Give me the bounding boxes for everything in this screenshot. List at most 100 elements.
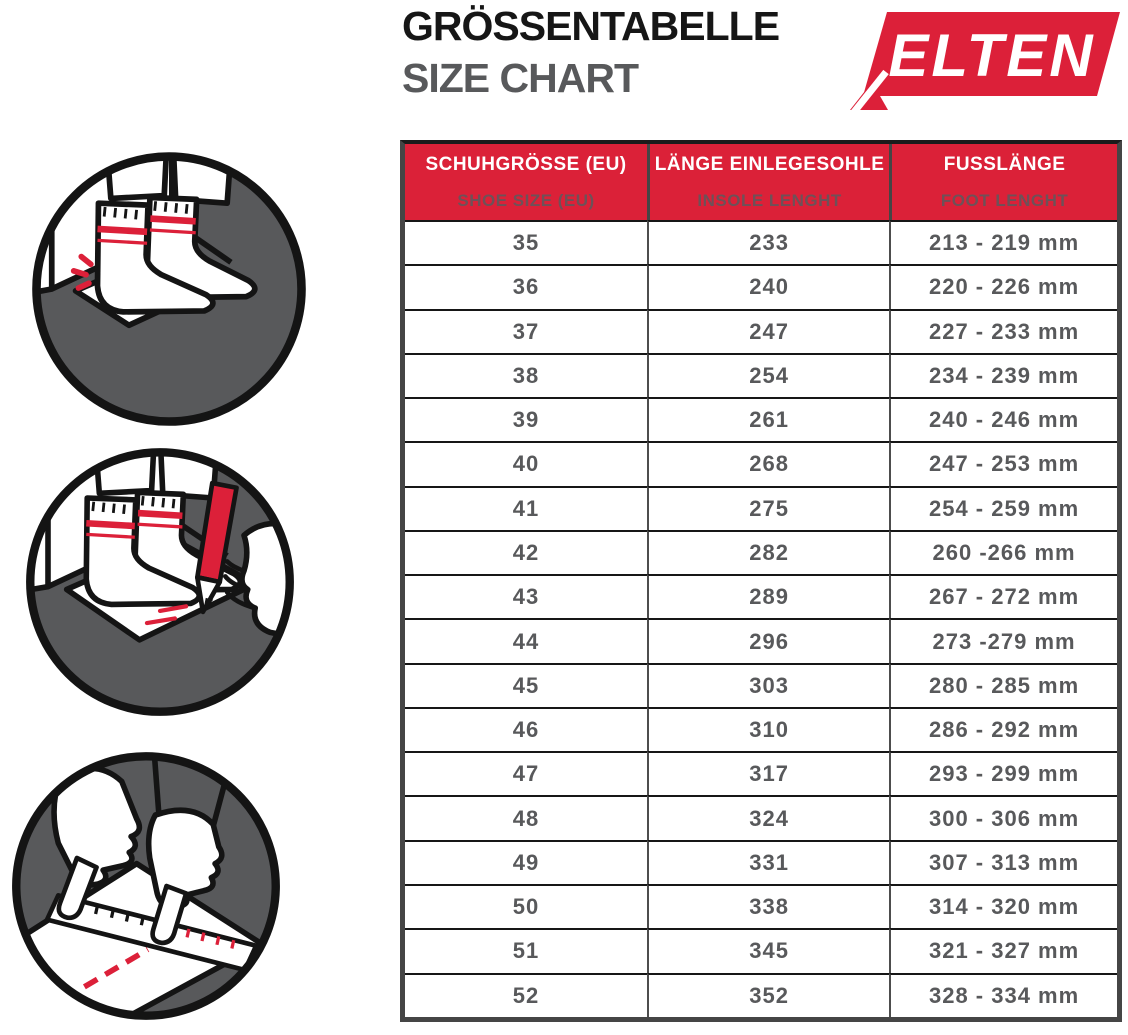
table-cell: 254 [647, 352, 890, 398]
table-cell: 261 [647, 397, 890, 442]
table-cell: 331 [647, 839, 890, 884]
table-cell: 45 [405, 662, 648, 707]
table-row: 50 338 314 - 320 mm [405, 883, 1117, 929]
table-cell: 35 [405, 220, 648, 264]
table-cell: 48 [405, 795, 648, 839]
size-table-body: 35 233 213 - 219 mm 36 240 220 - 226 mm 37 247 2… [405, 220, 1117, 1017]
elten-logo-text: ELTEN [888, 22, 1095, 89]
column-title-de: LÄNGE EINLEGESOHLE [654, 153, 885, 175]
foot-against-wall-icon [32, 152, 306, 426]
table-cell: 328 - 334 mm [889, 972, 1117, 1017]
table-cell: 293 - 299 mm [889, 751, 1117, 796]
measure-foot-length-ruler-icon [12, 752, 280, 1020]
table-cell: 37 [405, 308, 648, 353]
size-chart-table: SCHUHGRÖSSE (EU) SHOE SIZE (EU) LÄNGE EI… [400, 140, 1122, 1022]
table-cell: 49 [405, 839, 648, 884]
table-row: 35 233 213 - 219 mm [405, 220, 1117, 265]
column-title-en: INSOLE LENGHT [697, 190, 842, 210]
table-cell: 267 - 272 mm [889, 574, 1117, 619]
table-cell: 300 - 306 mm [889, 795, 1117, 840]
table-row: 43 289 267 - 272 mm [405, 574, 1117, 619]
elten-logo-graphic: ELTEN [850, 12, 1120, 112]
table-row: 49 331 307 - 313 mm [405, 839, 1117, 884]
table-cell: 282 [647, 529, 890, 575]
table-row: 45 303 280 - 285 mm [405, 662, 1117, 707]
table-cell: 254 - 259 mm [889, 485, 1117, 530]
table-cell: 50 [405, 883, 648, 928]
column-header-shoe-size: SCHUHGRÖSSE (EU) SHOE SIZE (EU) [405, 144, 648, 220]
table-cell: 43 [405, 574, 648, 618]
column-title-en: FOOT LENGHT [940, 190, 1069, 210]
header-row: SCHUHGRÖSSE (EU) SHOE SIZE (EU) LÄNGE EI… [405, 144, 1117, 220]
table-row: 52 352 328 - 334 mm [405, 972, 1117, 1017]
table-cell: 324 [647, 795, 890, 840]
size-table-header: SCHUHGRÖSSE (EU) SHOE SIZE (EU) LÄNGE EI… [405, 144, 1117, 220]
table-row: 42 282 260 -266 mm [405, 529, 1117, 575]
table-row: 48 324 300 - 306 mm [405, 795, 1117, 840]
elten-logo-box [863, 12, 1120, 96]
table-cell: 36 [405, 264, 648, 308]
table-cell: 220 - 226 mm [889, 264, 1117, 309]
table-cell: 44 [405, 618, 648, 662]
table-cell: 39 [405, 397, 648, 441]
table-cell: 51 [405, 928, 648, 972]
table-cell: 233 [647, 220, 890, 265]
column-header-foot-length: FUSSLÄNGE FOOT LENGHT [889, 144, 1117, 220]
page-title-en: SIZE CHART [402, 55, 639, 101]
table-row: 47 317 293 - 299 mm [405, 751, 1117, 796]
table-cell: 321 - 327 mm [889, 928, 1117, 973]
table-cell: 38 [405, 352, 648, 397]
table-row: 37 247 227 - 233 mm [405, 308, 1117, 353]
table-cell: 280 - 285 mm [889, 662, 1117, 707]
table-cell: 275 [647, 485, 890, 530]
measure-step-3 [6, 746, 286, 1026]
table-row: 39 261 240 - 246 mm [405, 397, 1117, 442]
elten-logo-slash [851, 69, 889, 112]
column-title-de: SCHUHGRÖSSE (EU) [425, 153, 627, 175]
table-cell: 286 - 292 mm [889, 706, 1117, 752]
table-cell: 227 - 233 mm [889, 308, 1117, 353]
table-row: 38 254 234 - 239 mm [405, 352, 1117, 398]
measure-step-1 [26, 146, 312, 432]
table-cell: 317 [647, 751, 890, 796]
table-cell: 42 [405, 529, 648, 574]
table-row: 46 310 286 - 292 mm [405, 706, 1117, 752]
table-cell: 303 [647, 662, 890, 707]
elten-logo: ELTEN [850, 10, 1122, 112]
table-row: 51 345 321 - 327 mm [405, 928, 1117, 973]
mark-toe-with-pencil-icon [26, 448, 294, 716]
table-cell: 247 [647, 308, 890, 353]
measure-step-2 [20, 442, 300, 722]
table-row: 41 275 254 - 259 mm [405, 485, 1117, 530]
table-cell: 52 [405, 972, 648, 1017]
table-cell: 289 [647, 574, 890, 619]
table-cell: 240 [647, 264, 890, 309]
table-row: 44 296 273 -279 mm [405, 618, 1117, 663]
table-cell: 40 [405, 441, 648, 485]
table-cell: 268 [647, 441, 890, 486]
page-title: GRÖSSENTABELLE SIZE CHART [402, 0, 780, 104]
column-title-en: SHOE SIZE (EU) [457, 190, 595, 210]
table-row: 40 268 247 - 253 mm [405, 441, 1117, 486]
table-cell: 296 [647, 618, 890, 663]
table-cell: 240 - 246 mm [889, 397, 1117, 442]
table-cell: 314 - 320 mm [889, 883, 1117, 929]
table-row: 36 240 220 - 226 mm [405, 264, 1117, 309]
column-title-de: FUSSLÄNGE [943, 153, 1066, 175]
table-cell: 213 - 219 mm [889, 220, 1117, 265]
table-cell: 310 [647, 706, 890, 752]
table-cell: 345 [647, 928, 890, 973]
table-cell: 338 [647, 883, 890, 929]
table-cell: 46 [405, 706, 648, 751]
table-cell: 352 [647, 972, 890, 1017]
table-cell: 260 -266 mm [889, 529, 1117, 575]
table-cell: 307 - 313 mm [889, 839, 1117, 884]
table-cell: 234 - 239 mm [889, 352, 1117, 398]
table-cell: 247 - 253 mm [889, 441, 1117, 486]
table-cell: 47 [405, 751, 648, 795]
column-header-insole-length: LÄNGE EINLEGESOHLE INSOLE LENGHT [647, 144, 890, 220]
table-cell: 273 -279 mm [889, 618, 1117, 663]
page-title-de: GRÖSSENTABELLE [402, 3, 780, 49]
table-cell: 41 [405, 485, 648, 530]
